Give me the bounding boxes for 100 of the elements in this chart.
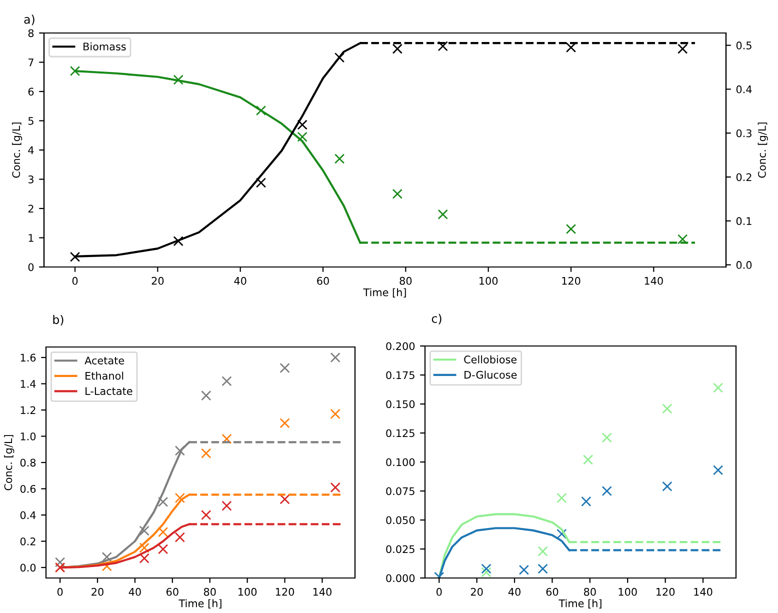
point (139, 542, 150, 553)
legend-label: Acetate (84, 356, 124, 364)
point (102, 552, 112, 562)
point (518, 564, 530, 575)
point (70, 66, 80, 76)
legend-label: Ethanol (86, 372, 124, 380)
y-tick-label: 8 (28, 29, 34, 38)
y-tick-label: 1.2 (20, 406, 36, 414)
x-tick-label: 0 (57, 588, 63, 596)
point (201, 390, 212, 401)
point (392, 44, 402, 54)
point (158, 496, 168, 507)
x-tick-label: 40 (128, 588, 141, 596)
y-tick-label: 0.0 (20, 564, 36, 572)
y-tick-label: 0 (28, 263, 34, 272)
y-tick-label: 0.8 (20, 458, 36, 467)
x-tick-label: 20 (92, 588, 104, 596)
y-tick-label: 0.150 (386, 400, 415, 408)
point (438, 209, 448, 220)
y2-tick-label: 0.4 (736, 85, 752, 94)
x-tick-label: 60 (546, 588, 558, 596)
x-tick-label: 120 (562, 276, 580, 285)
y-tick-label: 0.050 (386, 516, 415, 524)
point (158, 544, 168, 554)
point (481, 564, 492, 574)
y-tick-label: 6 (28, 88, 34, 96)
y-tick-label: 0.175 (386, 371, 414, 380)
point (678, 234, 688, 244)
y-tick-label: 1 (28, 234, 34, 242)
point (481, 567, 492, 578)
x-tick-label: 20 (470, 588, 483, 596)
legend-label: L-Lactate (86, 387, 132, 396)
x-tick-label: 40 (508, 588, 520, 596)
point (280, 362, 290, 374)
point (602, 486, 612, 496)
y2-tick-label: 0.3 (736, 129, 752, 138)
point (392, 188, 402, 199)
point (566, 42, 576, 53)
y-tick-label: 0.2 (20, 537, 36, 546)
point (334, 52, 345, 63)
x-tick-label: 100 (618, 588, 637, 596)
x-tick-label: 80 (584, 588, 596, 596)
y-tick-label: 0.000 (386, 574, 415, 582)
x-tick-label: 20 (152, 276, 164, 285)
x-tick-label: 80 (400, 276, 412, 285)
y-tick-label: 0.4 (20, 511, 36, 520)
y2-tick-label: 0.5 (736, 42, 752, 50)
x-tick-label: 140 (644, 276, 663, 285)
point (280, 418, 290, 428)
point (70, 252, 80, 262)
point (139, 526, 150, 536)
y-tick-label: 7 (28, 58, 34, 66)
point (556, 492, 567, 504)
y-tick-label: 1.4 (20, 380, 36, 388)
y-tick-label: 1.0 (20, 432, 36, 440)
point (173, 236, 184, 246)
point (222, 434, 232, 444)
point (256, 178, 266, 188)
x-tick-label: 100 (238, 588, 257, 596)
y-tick-label: 0.075 (386, 487, 414, 496)
x-tick-label: 40 (234, 276, 246, 285)
point (713, 465, 724, 476)
point (581, 496, 592, 507)
point (330, 408, 340, 420)
point (330, 352, 340, 363)
point (174, 446, 185, 456)
y-tick-label: 0.025 (386, 545, 414, 554)
point (662, 404, 672, 414)
point (139, 553, 150, 564)
point (538, 546, 548, 556)
y2-tick-label: 0.2 (736, 173, 752, 182)
point (334, 154, 345, 164)
chart-title: a) (24, 14, 34, 26)
point (54, 557, 66, 568)
legend-label: Biomass (84, 42, 126, 50)
point (297, 120, 308, 130)
x-axis-title: Time [h] (178, 599, 222, 608)
point (158, 526, 168, 538)
point (438, 41, 448, 52)
y2-tick-label: 0.1 (736, 217, 752, 226)
chart-title: c) (432, 314, 442, 324)
y2-tick-label: 0.0 (736, 261, 752, 269)
point (297, 132, 308, 142)
x-axis-title: Time [h] (363, 288, 406, 298)
x-tick-label: 0 (72, 276, 78, 285)
point (662, 481, 672, 492)
x-axis-title: Time [h] (558, 599, 602, 608)
legend-label: Cellobiose (464, 355, 517, 364)
legend-label: D-Glucose (464, 370, 517, 379)
x-tick-label: 0 (436, 588, 442, 596)
point (280, 494, 290, 504)
point (256, 105, 266, 116)
x-tick-label: 100 (480, 276, 498, 285)
x-tick-label: 120 (656, 588, 675, 596)
y-tick-label: 0.125 (386, 429, 414, 438)
point (566, 224, 576, 234)
y-axis-title: Conc. [g/L] (4, 435, 14, 490)
point (222, 376, 232, 386)
x-tick-label: 140 (313, 588, 332, 596)
y2-axis-title: Conc. [g/L] (758, 122, 768, 178)
